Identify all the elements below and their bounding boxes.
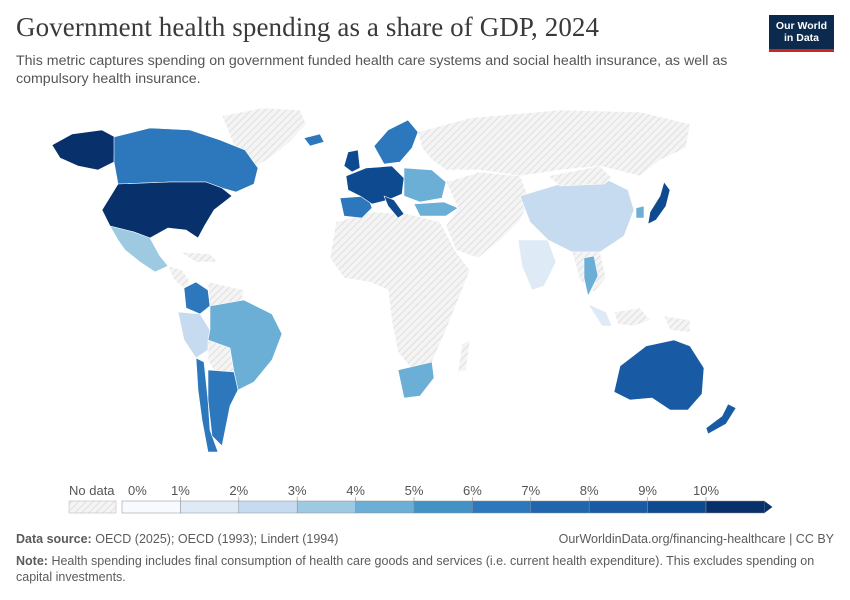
alaska[interactable] [51, 129, 116, 171]
peru-ecuador[interactable] [177, 311, 211, 359]
russia[interactable] [417, 109, 691, 177]
legend-tick-label: 6% [463, 483, 482, 498]
legend-bin [588, 500, 648, 514]
legend-no-data-swatch [68, 500, 117, 514]
legend-tick-label: 8% [580, 483, 599, 498]
new-zealand[interactable] [705, 403, 737, 435]
legend-bin [180, 500, 240, 514]
western-europe[interactable] [345, 165, 405, 205]
chart-subtitle: This metric captures spending on governm… [16, 53, 728, 87]
legend-tick-label: 0% [128, 483, 147, 498]
colombia[interactable] [183, 281, 211, 315]
mexico[interactable] [109, 225, 169, 273]
papua[interactable] [663, 315, 691, 333]
south-africa[interactable] [397, 361, 435, 399]
legend-bin [296, 500, 356, 514]
south-korea[interactable] [635, 205, 645, 219]
indonesia-east[interactable] [613, 307, 651, 327]
chile[interactable] [195, 357, 219, 453]
color-legend: No data 0% 1% 2% 3% 4% 5% 6% 7% 8% 9% 10% [68, 483, 773, 514]
brazil[interactable] [207, 299, 283, 391]
logo-line-2: in Data [783, 32, 819, 44]
japan[interactable] [647, 181, 671, 225]
uk-ireland[interactable] [343, 149, 361, 173]
iceland[interactable] [303, 133, 325, 147]
legend-tick-label: 3% [288, 483, 307, 498]
legend-tick-label: 2% [229, 483, 248, 498]
thailand[interactable] [583, 255, 599, 297]
caribbean[interactable] [179, 251, 219, 263]
central-america[interactable] [167, 265, 191, 289]
legend-bin [647, 500, 707, 514]
legend-bin [472, 500, 532, 514]
legend-tick-label: 4% [346, 483, 365, 498]
legend-bin [705, 500, 765, 514]
mongolia[interactable] [547, 165, 613, 187]
legend-tick-label: 1% [171, 483, 190, 498]
chart-title: Government health spending as a share of… [16, 12, 600, 42]
owid-logo[interactable]: Our World in Data [769, 15, 834, 52]
legend-bin [413, 500, 473, 514]
argentina[interactable] [207, 369, 239, 447]
world-map[interactable] [0, 100, 850, 470]
middle-east-central-asia[interactable] [445, 171, 531, 259]
legend-bin [238, 500, 298, 514]
indonesia[interactable] [587, 303, 613, 327]
source-text: OECD (2025); OECD (1993); Lindert (1994) [95, 532, 339, 546]
legend-arrow [764, 501, 773, 513]
australia[interactable] [613, 339, 705, 411]
note-text: Health spending includes final consumpti… [16, 554, 815, 584]
africa[interactable] [329, 211, 471, 373]
source-url[interactable]: OurWorldinData.org/financing-healthcare … [558, 532, 834, 546]
legend-tick-label: 10% [693, 483, 719, 498]
eastern-europe[interactable] [403, 167, 447, 203]
legend-tick-label: 5% [405, 483, 424, 498]
legend-bin [121, 500, 181, 514]
chart-note: Note: Health spending includes final con… [16, 553, 836, 585]
legend-tick-label: 7% [521, 483, 540, 498]
india[interactable] [517, 239, 557, 291]
legend-no-data-label: No data [69, 483, 115, 498]
nordics[interactable] [373, 119, 419, 165]
legend-bin [355, 500, 415, 514]
italy[interactable] [383, 195, 405, 219]
note-label: Note: [16, 554, 48, 568]
turkey[interactable] [413, 201, 459, 217]
data-source: Data source: OECD (2025); OECD (1993); L… [16, 532, 338, 546]
madagascar[interactable] [457, 339, 471, 373]
legend-tick-label: 9% [638, 483, 657, 498]
logo-line-1: Our World [775, 20, 828, 32]
legend-bin [530, 500, 590, 514]
source-label: Data source: [16, 532, 92, 546]
